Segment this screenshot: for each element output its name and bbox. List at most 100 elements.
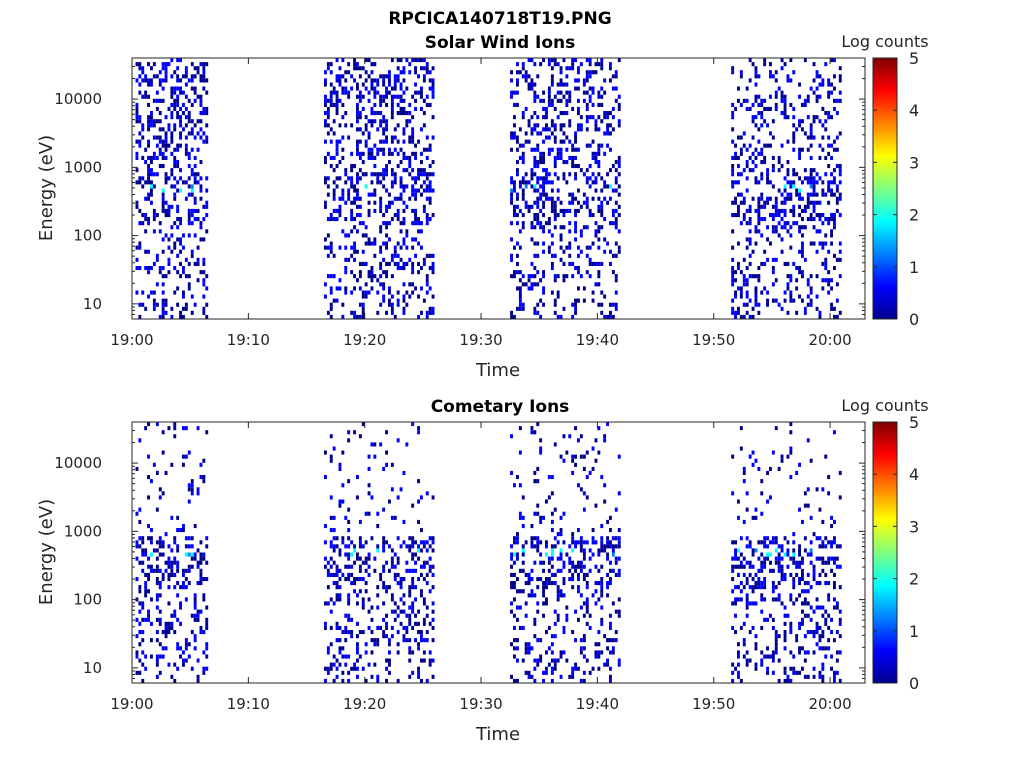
heatmap-cell [530, 286, 534, 291]
heatmap-cell [579, 274, 583, 279]
heatmap-cell [734, 213, 737, 218]
heatmap-cell [559, 78, 563, 83]
heatmap-cell [350, 564, 354, 569]
heatmap-cell [766, 298, 769, 303]
heatmap-cell [553, 204, 557, 209]
heatmap-cell [600, 593, 604, 598]
heatmap-cell [205, 139, 209, 144]
heatmap-cell [786, 229, 790, 234]
heatmap-cell [364, 540, 368, 545]
heatmap-cell [399, 192, 403, 197]
heatmap-cell [827, 638, 831, 643]
heatmap-cell [565, 111, 569, 116]
heatmap-cell [780, 601, 784, 606]
heatmap-cell [731, 601, 735, 606]
heatmap-cell [821, 221, 825, 226]
heatmap-cell [431, 78, 435, 83]
heatmap-cell [565, 552, 569, 557]
heatmap-cell [553, 278, 557, 283]
heatmap-cell [731, 662, 735, 667]
heatmap-cell [170, 560, 174, 565]
heatmap-cell [417, 479, 420, 484]
heatmap-cell [390, 94, 394, 99]
heatmap-cell [594, 438, 598, 443]
heatmap-cell [757, 111, 761, 116]
heatmap-cell [382, 282, 386, 287]
heatmap-cell [356, 86, 359, 91]
heatmap-cell [513, 625, 516, 630]
heatmap-cell [356, 102, 359, 107]
heatmap-cell [801, 274, 804, 279]
heatmap-cell [609, 111, 612, 116]
heatmap-cell [376, 511, 380, 516]
heatmap-cell [818, 581, 822, 586]
heatmap-cell [350, 86, 354, 91]
heatmap-cell [516, 213, 519, 218]
heatmap-cell [417, 544, 420, 549]
heatmap-cell [417, 577, 420, 582]
heatmap-cell [742, 282, 746, 287]
heatmap-cell [591, 466, 595, 471]
heatmap-cell [193, 176, 197, 181]
heatmap-cell [539, 278, 543, 283]
heatmap-cell [547, 581, 551, 586]
heatmap-cell [568, 241, 572, 246]
heatmap-cell [396, 196, 400, 201]
heatmap-cell [184, 147, 188, 152]
heatmap-cell [542, 241, 545, 246]
heatmap-cell [748, 630, 752, 635]
heatmap-cell [579, 168, 583, 173]
heatmap-cell [542, 176, 545, 181]
heatmap-cell [827, 597, 831, 602]
heatmap-cell [425, 217, 429, 222]
heatmap-cell [164, 147, 168, 152]
heatmap-cell [597, 642, 601, 647]
heatmap-cell [425, 278, 429, 283]
heatmap-cell [338, 245, 342, 250]
heatmap-cell [402, 111, 406, 116]
heatmap-cell [347, 70, 351, 75]
heatmap-cell [809, 560, 813, 565]
heatmap-cell [757, 151, 761, 156]
heatmap-cell [830, 172, 833, 177]
heatmap-cell [425, 310, 429, 315]
heatmap-cell [513, 552, 516, 557]
heatmap-cell [431, 266, 435, 271]
heatmap-cell [158, 617, 162, 622]
heatmap-cell [757, 204, 761, 209]
heatmap-cell [594, 176, 598, 181]
y-tick-label: 10000 [54, 454, 102, 472]
heatmap-cell [379, 180, 383, 185]
heatmap-cell [173, 86, 177, 91]
heatmap-cell [594, 160, 598, 165]
heatmap-cell [556, 196, 560, 201]
heatmap-cell [164, 621, 168, 626]
heatmap-cell [792, 115, 796, 120]
heatmap-cell [786, 192, 790, 197]
heatmap-cell [827, 278, 831, 283]
heatmap-cell [393, 515, 397, 520]
colorbar-tick-label: 1 [909, 622, 919, 641]
heatmap-cell [202, 475, 206, 480]
heatmap-cell [335, 666, 339, 671]
heatmap-cell [611, 164, 615, 169]
heatmap-cell [513, 483, 516, 488]
heatmap-cell [562, 213, 566, 218]
heatmap-cell [585, 540, 589, 545]
heatmap-cell [550, 564, 554, 569]
heatmap-cell [155, 548, 159, 553]
heatmap-cell [158, 135, 162, 140]
heatmap-cell [373, 662, 377, 667]
heatmap-cell [757, 74, 761, 79]
heatmap-cell [745, 188, 749, 193]
heatmap-cell [798, 577, 801, 582]
heatmap-cell [609, 62, 612, 67]
heatmap-cell [199, 176, 203, 181]
heatmap-cell [417, 270, 420, 275]
heatmap-cell [335, 536, 339, 541]
heatmap-cell [425, 282, 429, 287]
heatmap-cell [361, 560, 365, 565]
heatmap-cell [184, 454, 188, 459]
heatmap-cell [553, 298, 557, 303]
heatmap-cell [824, 560, 828, 565]
